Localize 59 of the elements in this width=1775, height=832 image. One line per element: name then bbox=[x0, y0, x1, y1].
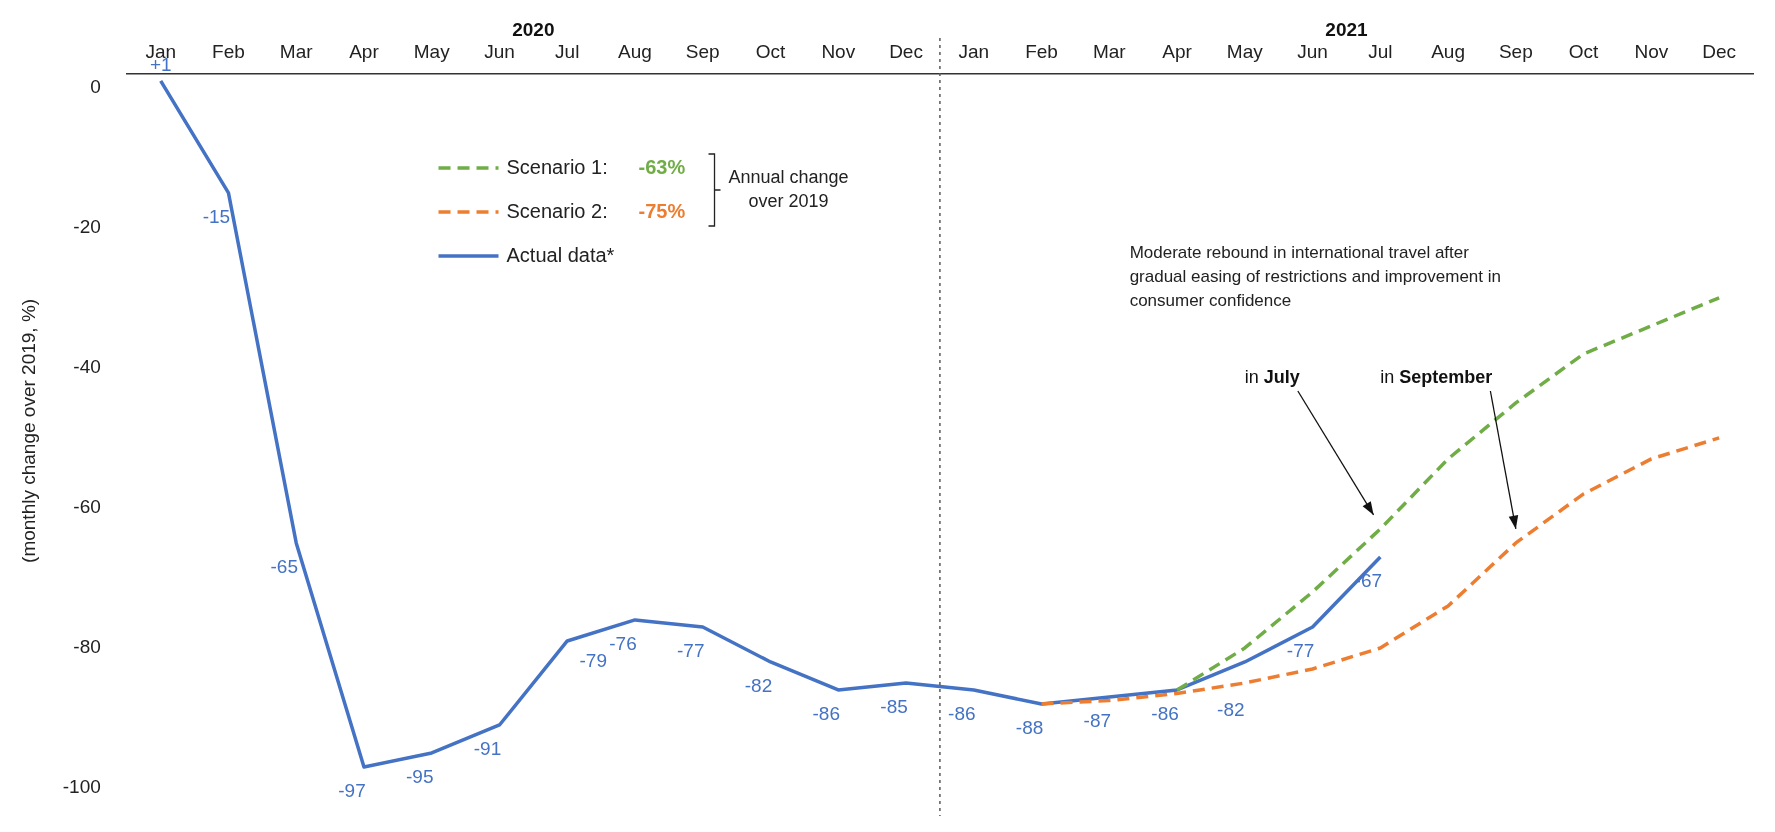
y-tick-label: -80 bbox=[73, 636, 101, 658]
data-label: -88 bbox=[1015, 716, 1044, 738]
text: 2020 bbox=[512, 19, 555, 40]
x-tick-label: Dec bbox=[889, 40, 923, 62]
x-tick-label: Aug bbox=[1431, 40, 1465, 62]
data-label: -77 bbox=[1286, 639, 1315, 661]
x-tick-label: Jul bbox=[1368, 40, 1393, 62]
data-label: -91 bbox=[473, 737, 502, 759]
data-label: -87 bbox=[1083, 709, 1112, 731]
x-tick-label: Oct bbox=[755, 40, 787, 62]
data-label: -86 bbox=[812, 702, 841, 724]
data-label: -77 bbox=[677, 639, 705, 661]
annotation: -63% bbox=[638, 155, 686, 178]
data-label: -97 bbox=[338, 779, 366, 801]
x-tick-label: Nov bbox=[1634, 40, 1669, 62]
legend-label: Scenario 1: bbox=[506, 155, 608, 178]
x-tick-label: Mar bbox=[279, 40, 314, 62]
x-tick-label: Apr bbox=[349, 40, 380, 62]
y-tick-label: -40 bbox=[73, 356, 101, 378]
text: 2021 bbox=[1325, 19, 1369, 40]
x-tick-label: Jun bbox=[484, 40, 515, 62]
data-label: -85 bbox=[880, 695, 908, 717]
y-tick-label: -20 bbox=[73, 216, 101, 238]
y-axis-title: (monthly change over 2019, %) bbox=[17, 298, 39, 563]
data-label: -65 bbox=[270, 555, 298, 577]
x-tick-label: Oct bbox=[1568, 40, 1600, 62]
x-tick-label: Mar bbox=[1092, 40, 1127, 62]
annotation: Annual change over 2019 bbox=[728, 166, 849, 211]
data-label: -82 bbox=[1217, 698, 1245, 720]
data-label: -15 bbox=[202, 205, 231, 227]
annotation: -75% bbox=[638, 199, 686, 222]
data-label: -95 bbox=[406, 765, 434, 787]
data-label: -79 bbox=[579, 649, 607, 671]
data-label: -76 bbox=[609, 632, 637, 654]
legend-label: Actual data* bbox=[506, 243, 615, 266]
x-tick-label: Feb bbox=[212, 40, 245, 62]
x-tick-label: May bbox=[1226, 40, 1264, 62]
x-tick-label: Jun bbox=[1297, 40, 1328, 62]
x-tick-label: May bbox=[413, 40, 451, 62]
data-label: -67 bbox=[1354, 569, 1383, 591]
x-tick-label: Feb bbox=[1025, 40, 1058, 62]
y-tick-label: -100 bbox=[62, 776, 101, 798]
annotation: in July bbox=[1244, 367, 1300, 387]
x-tick-label: Nov bbox=[821, 40, 856, 62]
x-tick-label: Apr bbox=[1162, 40, 1193, 62]
legend-label: Scenario 2: bbox=[506, 199, 608, 222]
data-label: -82 bbox=[744, 674, 773, 696]
y-tick-label: -60 bbox=[73, 496, 101, 518]
data-label: -86 bbox=[948, 702, 976, 724]
annotation: in September bbox=[1380, 367, 1493, 387]
x-tick-label: Jul bbox=[555, 40, 580, 62]
y-tick-label: 0 bbox=[90, 76, 101, 98]
x-tick-label: Sep bbox=[685, 40, 720, 62]
annotation: Moderate rebound in international travel after gradual easing of restrictions and improvement in consumer confidence bbox=[1129, 243, 1502, 310]
x-tick-label: Jan bbox=[958, 40, 990, 62]
data-label: -86 bbox=[1151, 702, 1179, 724]
x-tick-label: Aug bbox=[618, 40, 652, 62]
x-tick-label: Dec bbox=[1702, 40, 1737, 62]
x-tick-label: Sep bbox=[1498, 40, 1533, 62]
